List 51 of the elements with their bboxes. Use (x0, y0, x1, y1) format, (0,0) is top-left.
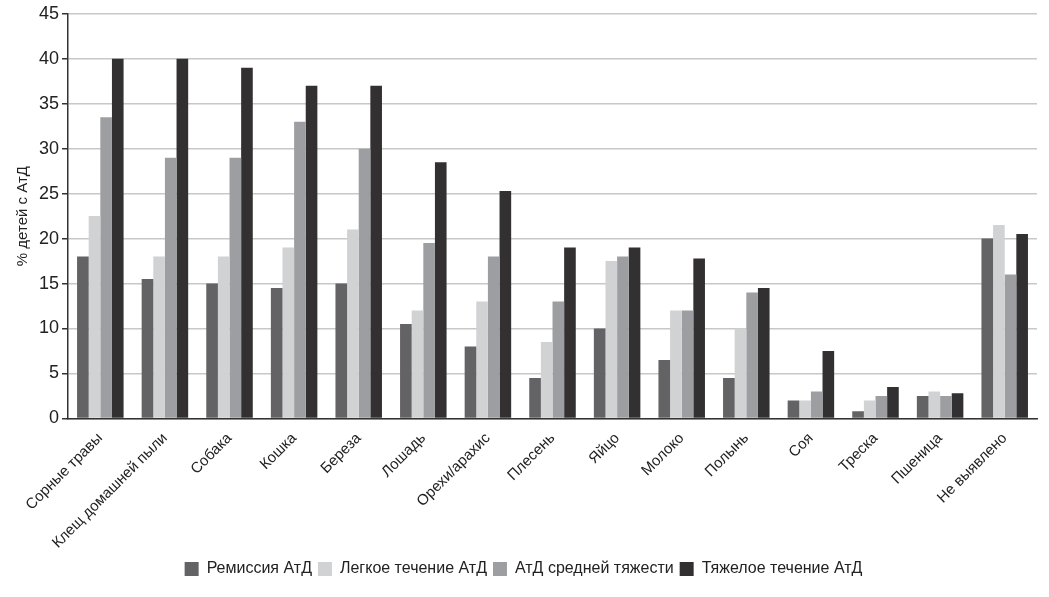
y-tick-label: 15 (38, 272, 60, 293)
bar (464, 346, 477, 418)
bar (100, 117, 112, 418)
bar (875, 395, 888, 418)
bar (423, 243, 435, 418)
bar (617, 256, 629, 418)
bar (863, 400, 876, 418)
bar (400, 324, 412, 418)
bar (411, 310, 424, 418)
bar (141, 279, 154, 418)
bar (487, 256, 500, 418)
bar (164, 157, 177, 418)
y-tick-label: 0 (49, 407, 60, 428)
bar (852, 411, 864, 418)
bar (723, 377, 735, 418)
bar (940, 395, 952, 418)
y-tick-label: 10 (38, 317, 60, 338)
legend-label: Тяжелое течение АтД (701, 559, 863, 577)
bar (593, 328, 606, 418)
bar (916, 395, 929, 418)
bar (153, 256, 165, 418)
y-axis-title: % детей с АтД (13, 166, 31, 267)
legend-label: Ремиссия АтД (206, 559, 313, 577)
bar (335, 283, 348, 418)
bar (294, 121, 306, 418)
bar (658, 359, 671, 418)
bar (746, 292, 758, 418)
x-tick-label: Соя (784, 428, 816, 461)
bar (529, 377, 541, 418)
bar (270, 288, 283, 418)
legend-label: АтД средней тяжести (514, 559, 674, 577)
bar (206, 283, 218, 418)
y-tick-label: 20 (38, 227, 60, 248)
y-tick-label: 45 (38, 2, 60, 23)
bar (681, 310, 694, 418)
y-tick-label: 35 (38, 92, 60, 113)
y-tick-label: 30 (38, 137, 60, 158)
y-tick-label: 5 (49, 362, 60, 383)
bar (358, 148, 371, 418)
bar (810, 391, 823, 418)
bar (799, 400, 811, 418)
bar (981, 238, 994, 418)
bar (1004, 274, 1017, 418)
bar (928, 391, 941, 418)
bar (787, 400, 800, 418)
bar (77, 256, 89, 418)
bar (229, 157, 242, 418)
y-tick-label: 40 (38, 47, 60, 68)
y-tick-label: 25 (38, 182, 60, 203)
bar (552, 301, 565, 418)
legend-label: Легкое течение АтД (339, 559, 488, 577)
